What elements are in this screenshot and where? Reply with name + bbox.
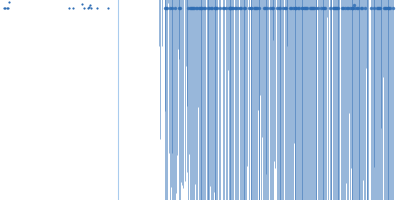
Point xyxy=(3,7,10,10)
Point xyxy=(94,7,100,10)
Point xyxy=(70,7,76,10)
Point xyxy=(2,7,8,10)
Point xyxy=(85,7,91,10)
Point xyxy=(0,7,7,10)
Point xyxy=(5,7,11,10)
Point xyxy=(6,1,13,4)
Point xyxy=(66,7,72,10)
Point xyxy=(79,2,85,5)
Point xyxy=(86,6,92,9)
Point xyxy=(81,7,88,10)
Point xyxy=(88,7,94,10)
Point xyxy=(87,3,93,6)
Point xyxy=(105,7,112,10)
